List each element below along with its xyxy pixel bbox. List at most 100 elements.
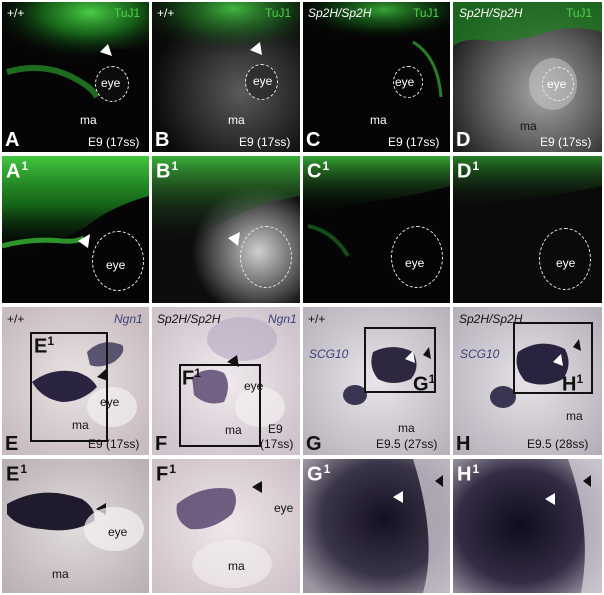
panel-letter: H	[456, 433, 471, 455]
panel-g1-image	[303, 459, 450, 593]
eye-outline	[391, 226, 443, 288]
inset-box	[179, 364, 261, 447]
panel-b1	[152, 156, 300, 303]
panel-e1-image	[2, 459, 149, 593]
genotype-label: +/+	[7, 6, 25, 20]
panel-letter: A1	[6, 159, 29, 183]
panel-h	[453, 307, 602, 455]
genotype-label: +/+	[308, 312, 326, 326]
panel-letter: F	[155, 433, 168, 455]
stage-label: E9 (17ss)	[239, 135, 291, 149]
inset-box-label: F1	[182, 366, 201, 390]
eye-label: eye	[108, 525, 128, 539]
panel-d	[453, 2, 602, 152]
marker-label: TuJ1	[114, 6, 141, 20]
genotype-label: Sp2H/Sp2H	[157, 312, 221, 326]
marker-label: TuJ1	[265, 6, 292, 20]
ma-label: ma	[520, 119, 537, 133]
panel-h-image	[453, 307, 602, 455]
panel-d-image	[453, 2, 602, 152]
panel-letter: E1	[6, 462, 28, 486]
eye-outline	[245, 64, 278, 100]
panel-h1-image	[453, 459, 602, 593]
eye-label: eye	[106, 258, 126, 272]
panel-letter: D	[456, 129, 471, 151]
panel-letter: C	[306, 129, 321, 151]
ma-label: ma	[398, 421, 415, 435]
panel-a1-image	[2, 156, 149, 256]
panel-a1	[2, 156, 149, 303]
panel-a	[2, 2, 149, 152]
genotype-label: +/+	[7, 312, 25, 326]
eye-outline	[240, 226, 292, 288]
panel-e-image	[2, 307, 149, 455]
genotype-label: +/+	[157, 6, 175, 20]
stage-label-line2: (17ss)	[260, 437, 294, 451]
panel-letter: D1	[457, 159, 480, 183]
marker-label: TuJ1	[413, 6, 440, 20]
ma-label: ma	[228, 559, 245, 573]
panel-letter: H1	[457, 462, 480, 486]
inset-box	[364, 327, 436, 393]
genotype-label: Sp2H/Sp2H	[308, 6, 372, 20]
panel-c1-image	[303, 156, 450, 258]
panel-g1	[303, 459, 450, 593]
eye-outline	[393, 66, 423, 98]
panel-f1	[152, 459, 300, 593]
eye-label: eye	[100, 395, 120, 409]
eye-outline	[539, 228, 591, 290]
inset-box	[513, 322, 593, 394]
inset-box-label: G1	[413, 372, 436, 396]
panel-letter: G1	[307, 462, 331, 486]
panel-letter: E	[5, 433, 19, 455]
panel-e	[2, 307, 149, 455]
panel-b-image	[152, 2, 300, 152]
genotype-label: Sp2H/Sp2H	[459, 312, 523, 326]
eye-label: eye	[253, 74, 273, 88]
ma-label: ma	[80, 113, 97, 127]
marker-label: SCG10	[460, 347, 500, 361]
panel-f-image	[152, 307, 300, 455]
inset-box-label: E1	[34, 334, 55, 358]
panel-letter: C1	[307, 159, 330, 183]
panel-c1	[303, 156, 450, 303]
eye-label: eye	[556, 256, 576, 270]
inset-box	[30, 332, 108, 442]
marker-label: SCG10	[309, 347, 349, 361]
panel-e1	[2, 459, 149, 593]
genotype-label: Sp2H/Sp2H	[459, 6, 523, 20]
inset-box-label: H1	[562, 372, 584, 396]
panel-f1-image	[152, 459, 300, 593]
ma-label: ma	[370, 113, 387, 127]
panel-letter: F1	[156, 462, 176, 486]
eye-outline	[542, 67, 574, 101]
panel-g-image	[303, 307, 450, 455]
panel-h1	[453, 459, 602, 593]
eye-label: eye	[395, 75, 415, 89]
panel-letter: A	[5, 129, 20, 151]
eye-outline	[92, 231, 144, 291]
panel-d1	[453, 156, 602, 303]
eye-label: eye	[405, 256, 425, 270]
stage-label: E9.5 (28ss)	[527, 437, 589, 451]
panel-c	[303, 2, 450, 152]
eye-outline	[95, 66, 129, 102]
stage-label: E9.5 (27ss)	[376, 437, 438, 451]
stage-label-line1: E9	[268, 422, 283, 436]
panel-d1-image	[453, 156, 602, 211]
panel-c-image	[303, 2, 450, 98]
stage-label: E9 (17ss)	[540, 135, 592, 149]
panel-b	[152, 2, 300, 152]
eye-label: eye	[274, 501, 294, 515]
stage-label: E9 (17ss)	[88, 437, 140, 451]
panel-g	[303, 307, 450, 455]
eye-label: eye	[547, 77, 567, 91]
ma-label: ma	[52, 567, 69, 581]
stage-label: E9 (17ss)	[88, 135, 140, 149]
marker-label: Ngn1	[268, 312, 297, 326]
ma-label: ma	[72, 418, 89, 432]
marker-label: TuJ1	[566, 6, 593, 20]
panel-letter: B1	[156, 159, 179, 183]
ma-label: ma	[225, 423, 242, 437]
